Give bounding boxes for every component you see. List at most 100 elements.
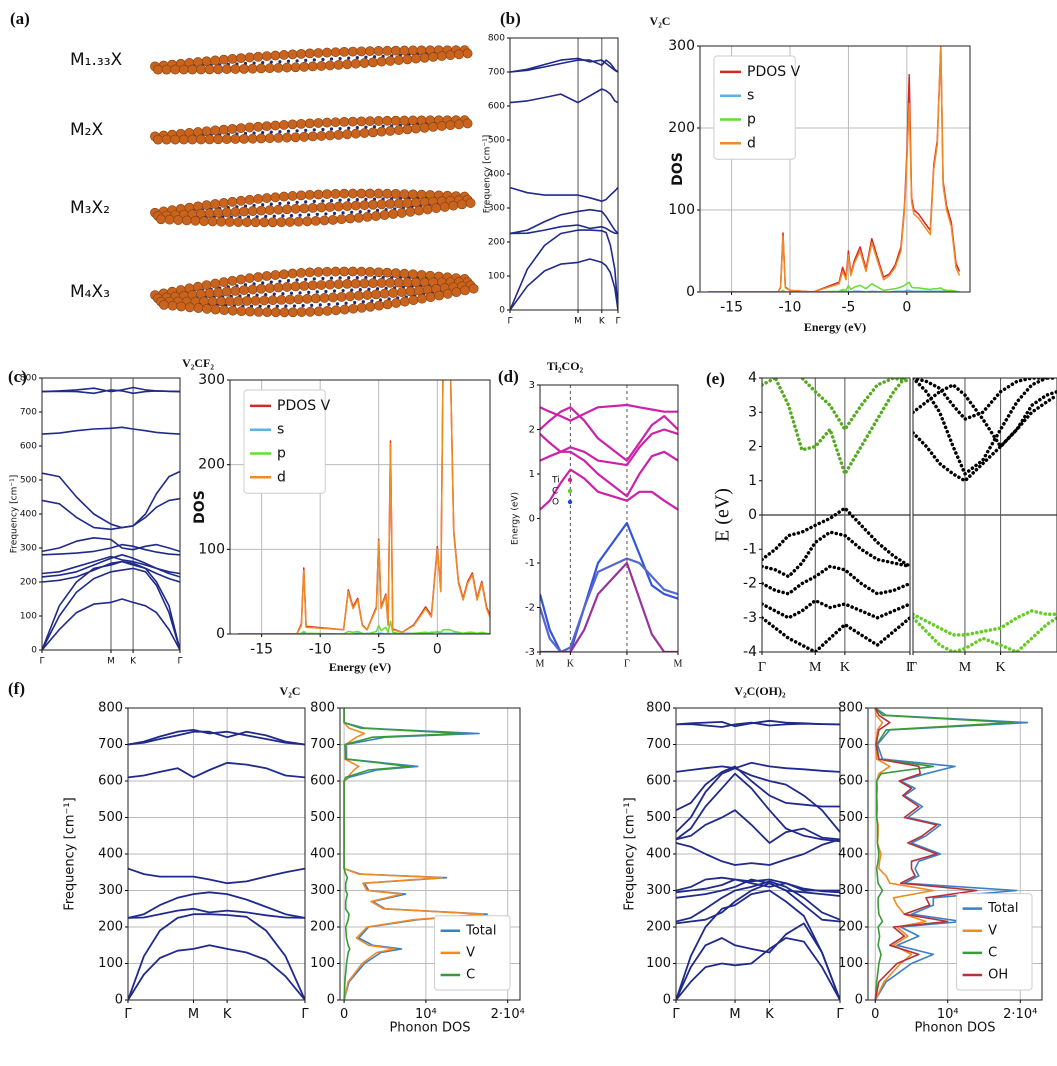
atom-m xyxy=(419,52,430,63)
x-tick-label: 10⁴ xyxy=(937,1007,959,1022)
atom-x xyxy=(281,214,285,218)
atom-m xyxy=(445,50,456,61)
atom-m xyxy=(399,115,410,126)
atom-m xyxy=(333,201,344,212)
atom-m xyxy=(405,286,416,297)
atom-x xyxy=(286,59,291,63)
atom-m xyxy=(221,64,232,75)
atom-x xyxy=(261,131,265,135)
y-tick-label: 0 xyxy=(855,993,863,1008)
atom-m xyxy=(304,189,315,200)
x-tick-label: 0 xyxy=(340,1007,348,1022)
atom-m xyxy=(414,205,424,216)
atom-m xyxy=(325,60,335,71)
atom-m xyxy=(356,46,367,57)
band-line xyxy=(540,450,678,498)
atom-x xyxy=(358,210,362,214)
x-tick-label: M xyxy=(809,660,822,675)
atom-m xyxy=(365,46,375,57)
y-tick-label: 200 xyxy=(198,457,225,473)
atom-m xyxy=(339,266,350,277)
atom-m xyxy=(328,214,338,225)
atom-m xyxy=(273,63,284,73)
atom-m xyxy=(273,204,284,215)
x-tick-label: Γ xyxy=(301,1007,309,1022)
plot-frame xyxy=(761,377,911,653)
atom-m xyxy=(379,288,390,299)
band-line xyxy=(676,761,840,773)
atom-m xyxy=(296,268,307,278)
atom-m xyxy=(239,63,249,74)
y-tick-label: 500 xyxy=(310,810,335,825)
atom-m xyxy=(247,133,258,144)
chart-title: Ti₂CO₂ xyxy=(547,359,584,373)
atom-m xyxy=(365,116,375,127)
x-tick-label: -10 xyxy=(779,300,802,316)
structure-label: M₂X xyxy=(70,120,103,140)
atom-m xyxy=(396,208,407,218)
band-line xyxy=(762,598,910,620)
y-tick-label: 400 xyxy=(838,847,863,862)
atom-x xyxy=(304,200,308,204)
atom-m xyxy=(316,61,327,71)
band-line xyxy=(128,730,305,746)
y-tick-label: 600 xyxy=(310,774,335,789)
y-tick-label: 700 xyxy=(838,737,863,752)
atom-m xyxy=(402,198,413,208)
x-axis-label: Phonon DOS xyxy=(914,1021,995,1036)
atom-m xyxy=(161,64,172,75)
y-tick-label: -4 xyxy=(743,644,757,660)
y-tick-label: 600 xyxy=(646,774,671,789)
atom-m xyxy=(411,123,421,134)
atom-x xyxy=(269,130,273,134)
atom-m xyxy=(350,200,361,211)
y-axis-label: Energy (eV) xyxy=(511,492,521,545)
atom-m xyxy=(310,215,321,226)
band-line xyxy=(762,378,910,432)
panel-label: (a) xyxy=(10,9,30,28)
atom-m xyxy=(457,199,467,210)
atom-m xyxy=(279,191,289,202)
atom-x xyxy=(329,198,334,203)
atom-m xyxy=(256,63,267,74)
atom-m xyxy=(293,216,304,227)
atom-m xyxy=(368,278,378,289)
legend-label: Total xyxy=(987,901,1018,916)
atom-m xyxy=(270,50,281,61)
legend-label: d xyxy=(747,135,756,151)
atom-m xyxy=(262,307,273,318)
atom-m xyxy=(227,275,238,286)
y-tick-label: 100 xyxy=(310,956,335,971)
atom-m xyxy=(391,298,402,308)
legend-dot xyxy=(567,477,573,483)
atom-m xyxy=(210,55,221,66)
atom-x xyxy=(321,276,325,281)
atom-x xyxy=(269,280,273,284)
plot-frame xyxy=(41,377,181,651)
atom-m xyxy=(373,188,384,199)
atom-m xyxy=(190,215,201,226)
atom-m xyxy=(408,295,419,306)
y-tick-label: -1 xyxy=(743,541,757,557)
band-line xyxy=(676,889,840,1000)
panel-label: (d) xyxy=(498,367,519,386)
atom-m xyxy=(279,120,289,130)
atom-m xyxy=(417,293,427,304)
y-tick-label: 800 xyxy=(20,374,37,384)
atom-m xyxy=(236,195,246,206)
atom-m xyxy=(436,51,447,61)
band-line xyxy=(913,609,1057,637)
atom-m xyxy=(219,305,230,316)
atom-m xyxy=(371,289,381,300)
y-tick-label: 0 xyxy=(529,514,535,525)
y-tick-label: 200 xyxy=(838,920,863,935)
y-tick-label: 200 xyxy=(310,920,335,935)
atom-m xyxy=(385,277,396,288)
band-line xyxy=(42,470,180,529)
plot-frame xyxy=(675,707,841,1001)
atom-m xyxy=(253,51,264,62)
atom-m xyxy=(319,293,330,303)
atom-m xyxy=(244,273,255,284)
plot-frame xyxy=(539,384,679,653)
